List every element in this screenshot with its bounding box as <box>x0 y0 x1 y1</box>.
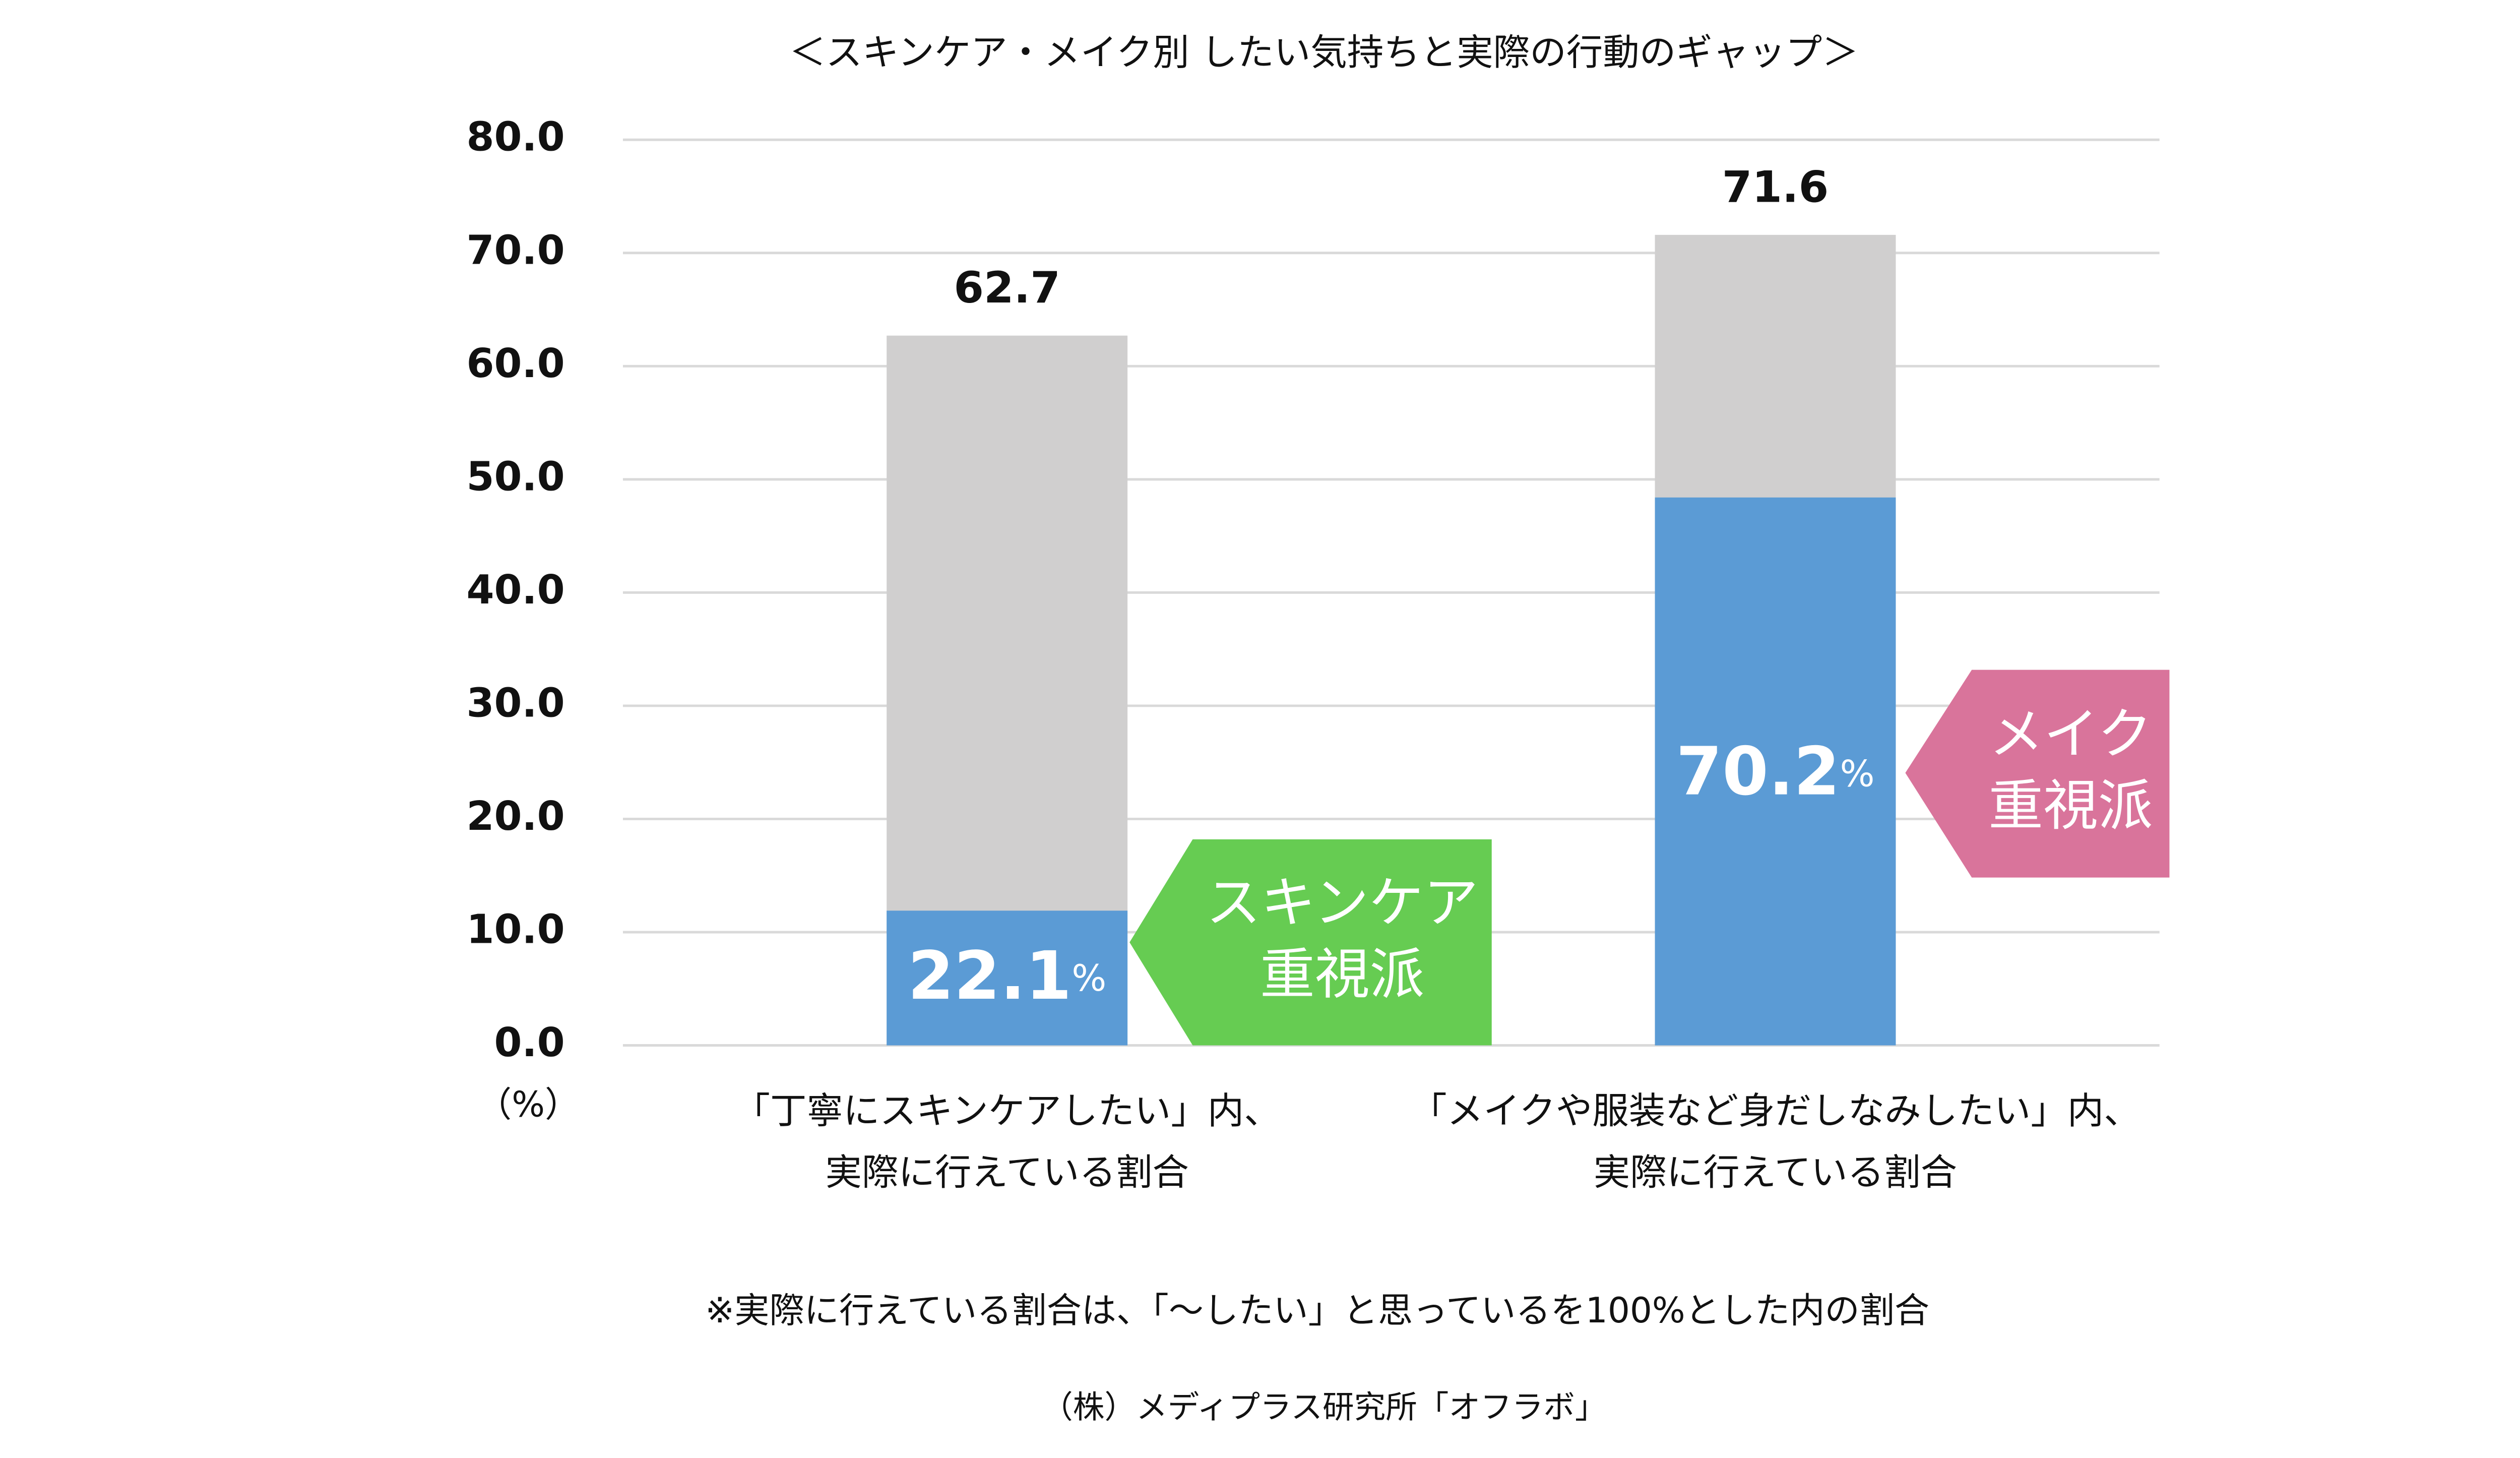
x-tick-label: 「丁寧にスキンケアしたい」内、実際に行えている割合 <box>733 1090 1280 1194</box>
y-tick-label: 40.0 <box>466 567 564 613</box>
annotation-unit: % <box>1840 753 1875 796</box>
value-label: 62.7 <box>954 263 1060 313</box>
annotation-value: 70.2 <box>1676 734 1840 811</box>
y-tick-label: 70.0 <box>466 227 564 273</box>
callout-text: 重視派 <box>1988 773 2153 837</box>
callout <box>1129 839 1492 1046</box>
callout-text: 重視派 <box>1260 942 1424 1006</box>
chart-title: ＜スキンケア・メイク別 したい気持ちと実際の行動のギャップ＞ <box>789 32 1859 74</box>
callout <box>1905 670 2170 878</box>
annotation-value: 22.1 <box>908 938 1072 1015</box>
callout-text: メイク <box>1989 702 2152 766</box>
y-unit-label: （%） <box>477 1085 580 1125</box>
note: ※実際に行えている割合は、「〜したい」と思っているを100%とした内の割合 <box>705 1291 1929 1331</box>
bar <box>887 910 1128 1046</box>
x-tick-label-line: 実際に行えている割合 <box>825 1152 1188 1194</box>
y-tick-label: 50.0 <box>466 453 564 500</box>
y-tick-label: 80.0 <box>466 114 564 160</box>
source: （株）メディプラス研究所「オフラボ」 <box>1041 1388 1606 1425</box>
x-tick-label-line: 「丁寧にスキンケアしたい」内、 <box>733 1090 1280 1133</box>
bar <box>1655 497 1896 1046</box>
bar-annotation: 22.1% <box>908 938 1106 1015</box>
y-tick-label: 20.0 <box>466 793 564 839</box>
annotation-unit: % <box>1072 957 1106 1000</box>
x-tick-label-line: 「メイクや服装など身だしなみしたい」内、 <box>1410 1090 2140 1133</box>
y-tick-label: 0.0 <box>494 1019 564 1066</box>
bar-annotation: 70.2% <box>1676 734 1874 811</box>
x-tick-label: 「メイクや服装など身だしなみしたい」内、実際に行えている割合 <box>1410 1090 2140 1194</box>
callout-text: スキンケア <box>1206 871 1479 935</box>
y-tick-label: 10.0 <box>466 906 564 952</box>
x-tick-label-line: 実際に行えている割合 <box>1594 1152 1957 1194</box>
y-tick-label: 30.0 <box>466 680 564 726</box>
value-label: 71.6 <box>1722 162 1829 212</box>
y-tick-label: 60.0 <box>466 340 564 387</box>
